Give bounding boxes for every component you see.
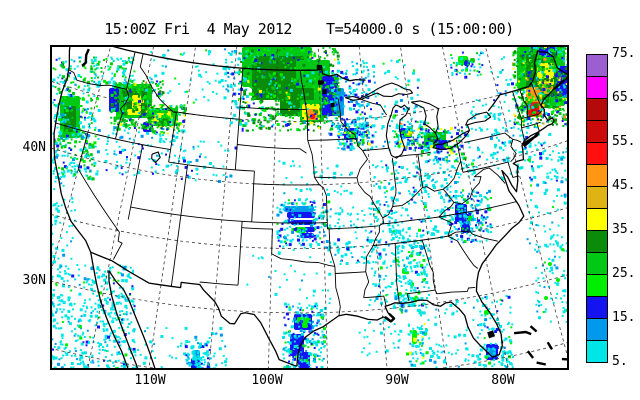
colorbar-cell-15 — [586, 296, 608, 319]
colorbar-cell-45 — [586, 164, 608, 187]
colorbar-cell-35 — [586, 208, 608, 231]
map-boundaries — [53, 46, 568, 369]
colorbar-tick-65: 65. — [612, 90, 636, 105]
lon-label-80W: 80W — [491, 373, 515, 388]
colorbar-cell-60 — [586, 98, 608, 121]
colorbar-tick-75: 75. — [612, 46, 636, 61]
colorbar-tick-15: 15. — [612, 310, 636, 325]
colorbar-tick-5: 5. — [612, 354, 628, 369]
colorbar-cell-50 — [586, 142, 608, 165]
lon-label-110W: 110W — [134, 373, 166, 388]
map-frame — [50, 45, 569, 370]
lon-label-90W: 90W — [385, 373, 409, 388]
lat-label-40N: 40N — [22, 140, 46, 155]
colorbar-cell-55 — [586, 120, 608, 143]
colorbar-cell-30 — [586, 230, 608, 253]
colorbar-tick-35: 35. — [612, 222, 636, 237]
lon-label-100W: 100W — [251, 373, 283, 388]
colorbar-cell-70 — [586, 54, 608, 77]
colorbar-cell-20 — [586, 274, 608, 297]
colorbar-cell-10 — [586, 318, 608, 341]
colorbar-cell-65 — [586, 76, 608, 99]
colorbar-cell-25 — [586, 252, 608, 275]
plot-title: 15:00Z Fri 4 May 2012 T=54000.0 s (15:00… — [104, 20, 514, 38]
colorbar-cell-40 — [586, 186, 608, 209]
colorbar-cell-5 — [586, 340, 608, 363]
colorbar-tick-45: 45. — [612, 178, 636, 193]
colorbar-tick-25: 25. — [612, 266, 636, 281]
colorbar-tick-55: 55. — [612, 134, 636, 149]
lat-label-30N: 30N — [22, 273, 46, 288]
precip-layer — [51, 46, 568, 369]
